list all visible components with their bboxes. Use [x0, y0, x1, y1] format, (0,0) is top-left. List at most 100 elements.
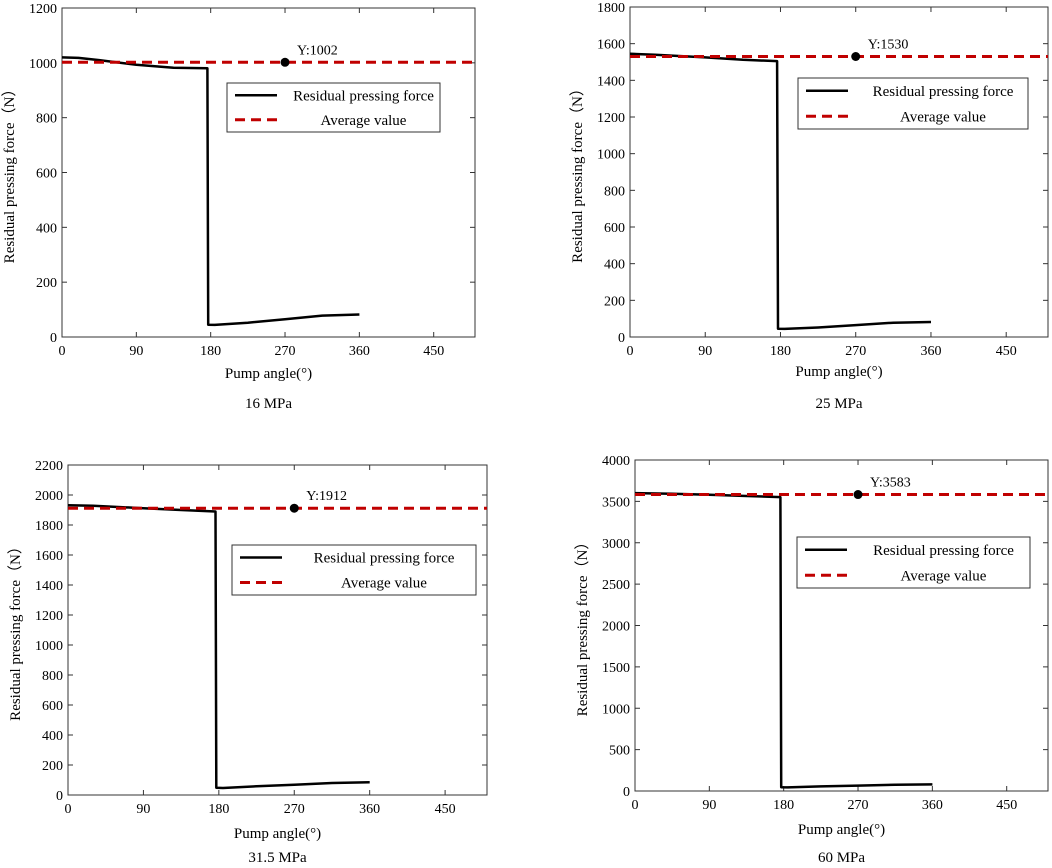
y-tick-label: 1200	[29, 2, 57, 17]
x-axis-label: Pump angle(°)	[225, 366, 312, 382]
residual-force-line	[635, 491, 933, 789]
y-tick-label: 1000	[29, 57, 57, 72]
x-tick-label: 450	[996, 798, 1017, 813]
y-tick-label: 1000	[597, 148, 625, 163]
y-axis-label: Residual pressing force（N）	[7, 539, 24, 721]
y-tick-label: 0	[50, 331, 57, 346]
y-tick-label: 200	[36, 276, 57, 291]
y-tick-label: 1000	[602, 702, 630, 717]
chart-panel-3: 0 90 180 270 360 450 0 200 400 600 800 1000 1200 1400…	[7, 459, 488, 866]
data-tip-marker	[853, 490, 863, 500]
legend-box	[226, 82, 441, 133]
y-tick-label: 400	[36, 221, 57, 236]
x-tick-label: 0	[65, 802, 72, 817]
x-axis-label: Pump angle(°)	[795, 364, 882, 380]
data-tip-marker	[289, 503, 299, 513]
legend-entry: Average value	[341, 576, 427, 592]
x-tick-label: 180	[770, 344, 791, 359]
y-tick-label: 800	[36, 112, 57, 127]
y-tick-label: 3500	[602, 495, 630, 510]
y-tick-label: 1800	[597, 1, 625, 16]
y-tick-label: 400	[604, 258, 625, 273]
y-tick-label: 800	[604, 184, 625, 199]
legend-box	[796, 536, 1031, 589]
y-tick-label: 500	[609, 744, 630, 759]
y-axis-label: Residual pressing force（N）	[569, 81, 586, 263]
y-tick-label: 1600	[35, 549, 63, 564]
x-axis-label: Pump angle(°)	[798, 822, 885, 838]
legend-entry: Average value	[321, 113, 407, 129]
x-tick-label: 360	[922, 798, 943, 813]
legend-entry: Residual pressing force	[873, 84, 1014, 100]
y-tick-label: 600	[36, 167, 57, 182]
data-tip-marker	[280, 57, 290, 67]
data-tip-label: Y:1530	[868, 38, 909, 53]
panel-caption: 31.5 MPa	[248, 850, 307, 866]
y-tick-label: 800	[42, 669, 63, 684]
x-tick-label: 90	[702, 798, 716, 813]
y-tick-label: 0	[623, 785, 630, 800]
data-tip-label: Y:1002	[297, 43, 338, 58]
y-axis-label: Residual pressing force（N）	[1, 82, 18, 264]
axes-frame	[61, 7, 476, 338]
x-tick-label: 90	[129, 344, 143, 359]
data-tip-marker	[851, 52, 861, 61]
x-tick-label: 270	[275, 344, 296, 359]
y-tick-label: 400	[42, 729, 63, 744]
residual-force-line	[630, 52, 932, 331]
axes-frame	[634, 459, 1049, 792]
x-axis-label: Pump angle(°)	[234, 826, 321, 842]
y-tick-label: 1600	[597, 38, 625, 53]
data-tip-label: Y:3583	[870, 476, 911, 491]
x-tick-label: 360	[359, 802, 380, 817]
chart-panel-4: 0 90 180 270 360 450 0 500 1000 1500 2000 2500 3000 3…	[574, 454, 1049, 866]
y-tick-label: 600	[604, 221, 625, 236]
y-tick-label: 1200	[597, 111, 625, 126]
y-tick-label: 200	[42, 759, 63, 774]
residual-force-line	[62, 56, 360, 327]
y-tick-label: 1500	[602, 661, 630, 676]
y-tick-label: 1400	[597, 74, 625, 89]
plot-area	[68, 503, 487, 790]
y-tick-label: 2000	[35, 489, 63, 504]
x-tick-label: 0	[59, 344, 66, 359]
legend-entry: Average value	[901, 568, 987, 584]
legend-entry: Residual pressing force	[873, 543, 1014, 559]
axes-frame	[67, 464, 488, 796]
y-tick-label: 600	[42, 699, 63, 714]
plot-area	[630, 52, 1048, 331]
legend-box	[797, 77, 1029, 130]
panel-caption: 16 MPa	[245, 396, 292, 412]
legend-entry: Average value	[900, 109, 986, 125]
chart-panel-1: 0 90 180 270 360 450 0 200 400 600 800 1000 1200 Y:10…	[1, 2, 476, 412]
residual-force-line	[68, 503, 370, 790]
x-tick-label: 360	[920, 344, 941, 359]
x-tick-label: 270	[845, 344, 866, 359]
chart-panel-2: 0 90 180 270 360 450 0 200 400 600 800 1000 1200 1400…	[569, 1, 1049, 412]
panel-caption: 25 MPa	[815, 396, 862, 412]
x-tick-label: 450	[996, 344, 1017, 359]
y-tick-label: 4000	[602, 454, 630, 469]
legend-entry: Residual pressing force	[293, 88, 434, 104]
y-tick-label: 1000	[35, 639, 63, 654]
panel-caption: 60 MPa	[818, 850, 865, 866]
axes-frame	[629, 6, 1049, 338]
data-tip-label: Y:1912	[306, 489, 347, 504]
y-tick-label: 0	[56, 789, 63, 804]
y-tick-label: 2000	[602, 620, 630, 635]
legend-entry: Residual pressing force	[314, 551, 455, 567]
x-tick-label: 180	[200, 344, 221, 359]
y-tick-label: 1200	[35, 609, 63, 624]
x-tick-label: 0	[627, 344, 634, 359]
legend-box	[231, 544, 477, 596]
x-tick-label: 180	[773, 798, 794, 813]
y-tick-label: 2500	[602, 578, 630, 593]
x-tick-label: 270	[284, 802, 305, 817]
x-tick-label: 180	[208, 802, 229, 817]
x-tick-label: 90	[136, 802, 150, 817]
y-tick-label: 0	[618, 331, 625, 346]
x-tick-label: 0	[632, 798, 639, 813]
x-tick-label: 90	[698, 344, 712, 359]
x-tick-label: 450	[423, 344, 444, 359]
